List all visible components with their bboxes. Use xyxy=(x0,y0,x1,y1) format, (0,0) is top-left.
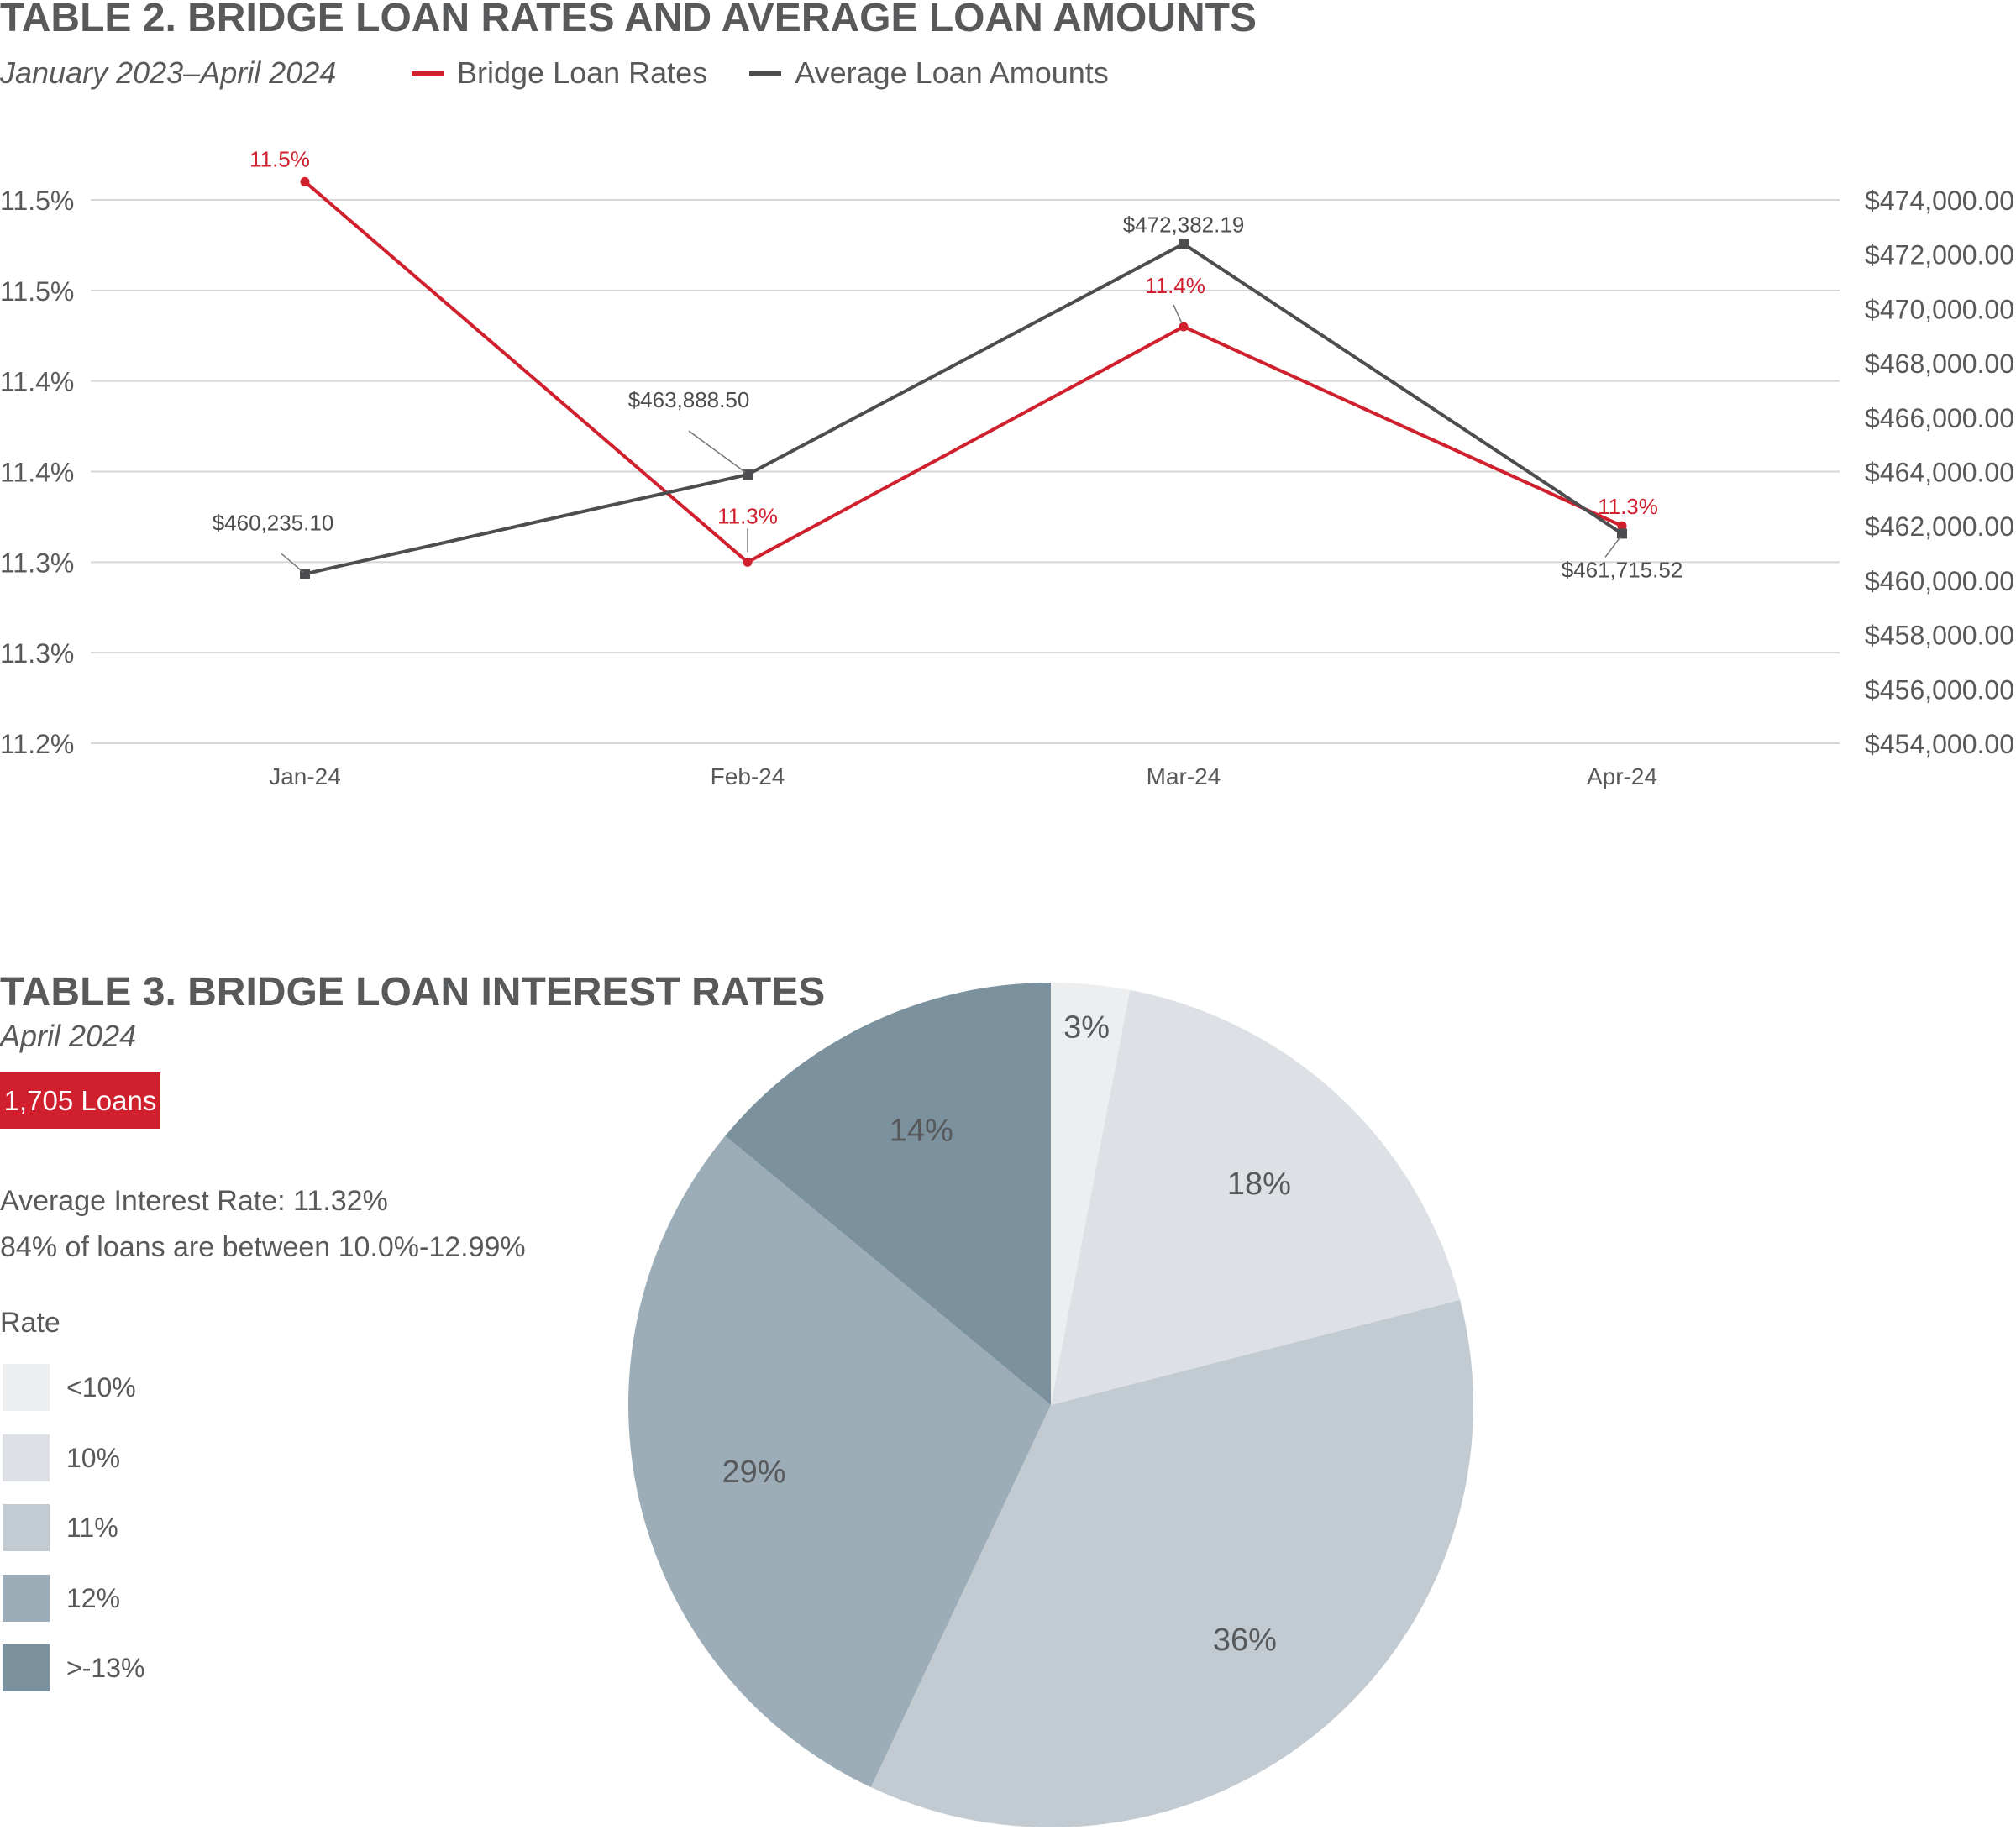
pie-slice xyxy=(725,983,1051,1405)
amounts-line xyxy=(304,242,1624,576)
legend-swatch-rates xyxy=(412,71,444,76)
pie-slice xyxy=(628,1135,1051,1788)
y-left-tick-label: 11.4% xyxy=(0,367,74,397)
y-right-tick-label: $470,000.00 xyxy=(1865,294,2014,324)
amount-point xyxy=(743,469,753,480)
line-chart-legend: Bridge Loan Rates Average Loan Amounts xyxy=(412,55,1109,91)
y-right-tick-label: $454,000.00 xyxy=(1865,729,2014,759)
line-chart: 11.5% 11.5% 11.4% 11.4% 11.3% 11.3% 11.2% $474,… xyxy=(0,151,2014,789)
pie-slice-label: 29% xyxy=(722,1455,786,1490)
rate-swatch xyxy=(3,1504,50,1551)
label-leader xyxy=(1604,536,1621,558)
legend-swatch-amounts xyxy=(749,71,782,76)
pie-chart: 3% 18% 36% 29% 14% xyxy=(628,983,1473,1827)
amount-data-label: $472,382.19 xyxy=(1123,212,1245,237)
pie-slice xyxy=(1051,989,1461,1405)
pie-slice-label: 14% xyxy=(890,1113,953,1148)
table2-subtitle: January 2023–April 2024 xyxy=(0,55,337,90)
rate-legend-label: 10% xyxy=(66,1442,121,1473)
y-right-tick-label: $468,000.00 xyxy=(1865,349,2014,379)
rate-legend-item: 12% xyxy=(3,1575,120,1622)
average-interest-rate-text: Average Interest Rate: 11.32% xyxy=(0,1185,388,1217)
rate-data-label: 11.4% xyxy=(1145,273,1205,298)
rate-legend-label: <10% xyxy=(66,1371,136,1403)
table3-subtitle: April 2024 xyxy=(0,1019,137,1053)
rate-legend-label: 11% xyxy=(66,1512,118,1543)
amount-point xyxy=(1617,528,1627,539)
y-right-tick-label: $474,000.00 xyxy=(1865,186,2014,216)
rate-legend-item: <10% xyxy=(3,1364,136,1411)
x-tick-label: Mar-24 xyxy=(1147,763,1221,789)
rate-swatch xyxy=(3,1434,50,1481)
x-tick-label: Feb-24 xyxy=(711,763,785,789)
rate-legend-title: Rate xyxy=(0,1307,60,1339)
rate-swatch xyxy=(3,1364,50,1411)
rate-legend-item: >-13% xyxy=(3,1644,144,1691)
rate-legend-label: >-13% xyxy=(66,1652,145,1683)
rate-data-label: 11.3% xyxy=(717,503,778,528)
rates-line xyxy=(303,180,1623,564)
y-right-tick-label: $466,000.00 xyxy=(1865,403,2014,433)
rate-swatch xyxy=(3,1644,50,1691)
rate-point xyxy=(1179,322,1189,332)
x-tick-label: Apr-24 xyxy=(1587,763,1657,789)
y-left-tick-label: 11.3% xyxy=(0,548,74,578)
amount-data-label: $463,888.50 xyxy=(628,387,750,412)
pie-slice xyxy=(870,1299,1473,1827)
rate-point xyxy=(743,557,753,567)
rate-legend-item: 11% xyxy=(3,1504,118,1551)
rate-data-label: 11.3% xyxy=(1598,494,1658,519)
y-right-tick-label: $458,000.00 xyxy=(1865,621,2014,651)
legend-label-amounts: Average Loan Amounts xyxy=(795,55,1109,90)
label-leader xyxy=(688,430,746,473)
rate-legend-label: 12% xyxy=(66,1582,121,1613)
y-right-tick-label: $460,000.00 xyxy=(1865,566,2014,596)
pie-slice xyxy=(1051,983,1131,1405)
table3-title: TABLE 3. BRIDGE LOAN INTEREST RATES xyxy=(0,970,826,1015)
rate-point xyxy=(1617,521,1627,531)
x-tick-label: Jan-24 xyxy=(269,763,341,789)
amount-data-label: $461,715.52 xyxy=(1562,557,1683,582)
table2-title: TABLE 2. BRIDGE LOAN RATES AND AVERAGE L… xyxy=(0,0,1257,40)
label-leader xyxy=(281,553,304,573)
legend-item-bridge-loan-rates: Bridge Loan Rates xyxy=(412,55,707,91)
y-left-tick-label: 11.2% xyxy=(0,729,74,759)
y-right-tick-label: $456,000.00 xyxy=(1865,674,2014,705)
y-left-tick-label: 11.3% xyxy=(0,638,74,669)
loan-range-text: 84% of loans are between 10.0%-12.99% xyxy=(0,1231,526,1263)
y-right-tick-label: $472,000.00 xyxy=(1865,240,2014,270)
y-right-tick-label: $462,000.00 xyxy=(1865,511,2014,542)
y-left-tick-label: 11.5% xyxy=(0,276,74,307)
amount-point xyxy=(1179,239,1189,249)
legend-item-average-loan-amounts: Average Loan Amounts xyxy=(749,55,1109,91)
pie-slice-label: 36% xyxy=(1213,1623,1277,1658)
pie-slice-label: 18% xyxy=(1227,1167,1291,1202)
rate-legend-item: 10% xyxy=(3,1434,120,1481)
rate-swatch xyxy=(3,1575,50,1622)
y-left-tick-label: 11.4% xyxy=(0,458,74,488)
rate-point xyxy=(300,176,310,186)
pie-slice-label: 3% xyxy=(1063,1009,1110,1045)
legend-label-rates: Bridge Loan Rates xyxy=(457,55,708,90)
rate-data-label: 11.5% xyxy=(249,151,310,171)
loan-count-badge: 1,705 Loans xyxy=(0,1072,160,1129)
y-left-tick-label: 11.5% xyxy=(0,186,74,216)
label-leader xyxy=(1173,304,1183,324)
amount-data-label: $460,235.10 xyxy=(213,510,334,535)
y-right-tick-label: $464,000.00 xyxy=(1865,458,2014,488)
